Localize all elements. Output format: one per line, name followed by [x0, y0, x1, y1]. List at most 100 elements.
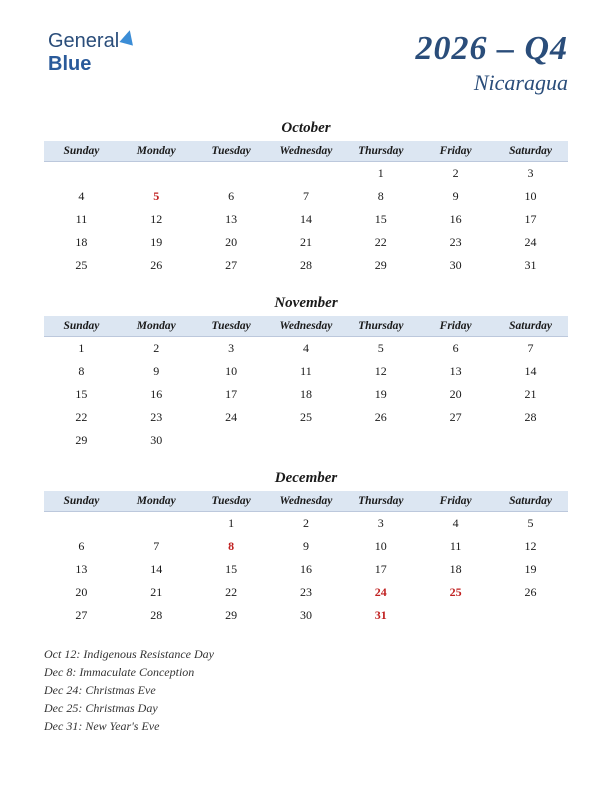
calendar-cell: 18 — [269, 383, 344, 406]
calendar-cell: 21 — [119, 581, 194, 604]
calendar-cell: 6 — [44, 535, 119, 558]
day-header: Friday — [418, 316, 493, 337]
day-header: Thursday — [343, 141, 418, 162]
day-header: Tuesday — [194, 491, 269, 512]
calendar-row: 25262728293031 — [44, 254, 568, 277]
calendar-cell: 18 — [418, 558, 493, 581]
calendar-row: 18192021222324 — [44, 231, 568, 254]
calendar-cell: 20 — [44, 581, 119, 604]
calendar-cell: 22 — [194, 581, 269, 604]
calendar-cell: 15 — [44, 383, 119, 406]
calendar-cell: 29 — [194, 604, 269, 627]
calendar-cell: 15 — [194, 558, 269, 581]
calendar-cell: 16 — [119, 383, 194, 406]
calendar-cell: 29 — [343, 254, 418, 277]
calendar-cell: 7 — [269, 185, 344, 208]
day-header: Saturday — [493, 141, 568, 162]
month-name: October — [44, 120, 568, 137]
month-block: NovemberSundayMondayTuesdayWednesdayThur… — [44, 295, 568, 452]
calendar-cell: 30 — [269, 604, 344, 627]
day-header: Sunday — [44, 491, 119, 512]
calendar-cell: 28 — [269, 254, 344, 277]
calendar-cell — [418, 604, 493, 627]
day-header: Wednesday — [269, 141, 344, 162]
month-block: DecemberSundayMondayTuesdayWednesdayThur… — [44, 470, 568, 627]
calendar-row: 891011121314 — [44, 360, 568, 383]
calendar-cell: 13 — [194, 208, 269, 231]
calendar-cell: 6 — [418, 337, 493, 361]
day-header: Thursday — [343, 491, 418, 512]
calendar-cell: 19 — [119, 231, 194, 254]
calendar-cell: 26 — [343, 406, 418, 429]
day-header: Monday — [119, 316, 194, 337]
calendar-cell: 12 — [343, 360, 418, 383]
calendar-cell: 26 — [119, 254, 194, 277]
month-block: October SundayMondayTuesdayWednesdayThurs… — [44, 120, 568, 277]
calendar-cell: 3 — [194, 337, 269, 361]
calendar-cell: 27 — [44, 604, 119, 627]
calendar-cell: 26 — [493, 581, 568, 604]
calendar-row: 11121314151617 — [44, 208, 568, 231]
calendar-cell: 17 — [194, 383, 269, 406]
day-header: Tuesday — [194, 141, 269, 162]
calendar-cell: 10 — [194, 360, 269, 383]
calendar-cell: 9 — [269, 535, 344, 558]
calendar-row: 6789101112 — [44, 535, 568, 558]
calendar-cell: 16 — [269, 558, 344, 581]
calendar-cell: 5 — [343, 337, 418, 361]
calendar-cell: 28 — [119, 604, 194, 627]
calendar-cell — [493, 429, 568, 452]
day-header: Saturday — [493, 491, 568, 512]
calendar-cell: 31 — [343, 604, 418, 627]
day-header: Monday — [119, 141, 194, 162]
calendar-cell: 27 — [418, 406, 493, 429]
calendar-cell: 13 — [44, 558, 119, 581]
calendar-cell: 20 — [194, 231, 269, 254]
calendar-cell: 17 — [493, 208, 568, 231]
calendar-cell: 24 — [493, 231, 568, 254]
logo-text-2: Blue — [48, 53, 91, 75]
calendar-cell: 6 — [194, 185, 269, 208]
calendar-row: 1234567 — [44, 337, 568, 361]
calendar-row: 45678910 — [44, 185, 568, 208]
calendar-row: 12345 — [44, 512, 568, 536]
calendar-cell: 10 — [343, 535, 418, 558]
calendar-cell: 16 — [418, 208, 493, 231]
calendar-cell: 29 — [44, 429, 119, 452]
calendar-cell: 13 — [418, 360, 493, 383]
day-header: Monday — [119, 491, 194, 512]
calendar-cell: 25 — [269, 406, 344, 429]
calendar-cell: 8 — [343, 185, 418, 208]
calendar-cell — [194, 162, 269, 186]
calendar-cell: 30 — [119, 429, 194, 452]
calendar-table: SundayMondayTuesdayWednesdayThursdayFrid… — [44, 141, 568, 277]
calendar-table: SundayMondayTuesdayWednesdayThursdayFrid… — [44, 491, 568, 627]
holiday-entry: Dec 24: Christmas Eve — [44, 681, 568, 699]
calendar-cell: 1 — [44, 337, 119, 361]
calendar-cell — [194, 429, 269, 452]
calendar-cell: 23 — [418, 231, 493, 254]
calendar-cell: 17 — [343, 558, 418, 581]
calendar-cell: 28 — [493, 406, 568, 429]
calendar-cell: 27 — [194, 254, 269, 277]
calendar-cell: 22 — [343, 231, 418, 254]
calendar-cell: 14 — [119, 558, 194, 581]
calendar-cell — [44, 162, 119, 186]
calendar-cell: 8 — [44, 360, 119, 383]
calendar-cell — [119, 162, 194, 186]
calendar-cell: 23 — [269, 581, 344, 604]
calendar-cell — [269, 162, 344, 186]
holiday-entry: Dec 25: Christmas Day — [44, 699, 568, 717]
calendar-row: 22232425262728 — [44, 406, 568, 429]
calendar-cell: 24 — [343, 581, 418, 604]
calendar-cell — [119, 512, 194, 536]
holiday-list: Oct 12: Indigenous Resistance DayDec 8: … — [44, 645, 568, 735]
calendar-cell: 4 — [269, 337, 344, 361]
calendar-cell: 19 — [343, 383, 418, 406]
calendar-cell: 2 — [418, 162, 493, 186]
calendar-cell: 12 — [493, 535, 568, 558]
calendar-row: 20212223242526 — [44, 581, 568, 604]
calendar-row: 2930 — [44, 429, 568, 452]
month-name: November — [44, 295, 568, 312]
day-header: Thursday — [343, 316, 418, 337]
